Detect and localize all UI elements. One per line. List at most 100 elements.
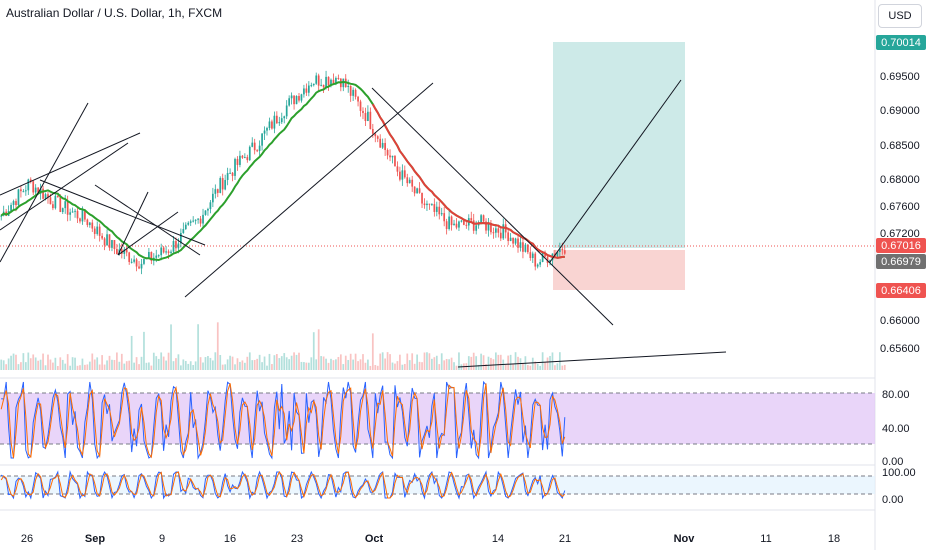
volume-bar	[298, 352, 300, 370]
trend-line[interactable]	[0, 132, 141, 196]
candle-body	[389, 155, 391, 158]
candle-body	[283, 116, 286, 119]
candle-body	[189, 221, 192, 223]
candle-body	[310, 85, 313, 87]
candle-body	[453, 223, 455, 226]
volume-bar	[79, 365, 81, 370]
volume-bar	[106, 360, 108, 370]
candle-body	[280, 118, 283, 123]
candle-body	[79, 218, 81, 222]
trend-lines[interactable]	[0, 79, 727, 368]
trend-line[interactable]	[184, 82, 434, 298]
trend-line[interactable]	[371, 87, 614, 326]
volume-bar	[74, 357, 76, 370]
candle-body	[44, 194, 47, 199]
target-zone[interactable]	[553, 42, 685, 248]
candle-body	[374, 133, 377, 137]
trend-line[interactable]	[94, 184, 201, 256]
candle-body	[539, 262, 542, 265]
candle-body	[502, 224, 505, 239]
volume-bar	[234, 364, 236, 370]
candle-body	[128, 252, 131, 262]
trend-line[interactable]	[117, 191, 149, 256]
candle-body	[394, 155, 396, 167]
volume-bar	[283, 353, 286, 370]
volume-bar	[226, 359, 229, 370]
volume-bar	[563, 364, 566, 370]
candle-body	[204, 210, 207, 215]
candle-body	[116, 248, 118, 254]
candle-body	[120, 249, 123, 254]
trend-line[interactable]	[0, 142, 129, 231]
volume-bar	[22, 353, 25, 370]
volume-bar	[413, 363, 416, 370]
candle-body	[438, 206, 441, 215]
volume-bar	[332, 360, 335, 370]
candle-body	[384, 142, 386, 150]
trend-line[interactable]	[117, 211, 179, 256]
candle-body	[536, 264, 539, 267]
volume-bar	[69, 365, 71, 370]
volume-bar	[295, 354, 298, 370]
projection-line[interactable]	[549, 79, 682, 263]
candle-body	[229, 172, 231, 174]
candle-body	[12, 201, 15, 205]
candle-body	[202, 214, 204, 224]
stop-loss-tag: 0.66406	[876, 283, 926, 298]
candle-body	[125, 249, 128, 253]
candle-body	[428, 203, 431, 205]
candle-body	[268, 121, 271, 129]
rsi-d-line	[0, 471, 566, 499]
candle-body	[423, 203, 426, 206]
volume-bar	[133, 362, 135, 370]
candle-body	[239, 155, 241, 165]
volume-bar	[130, 335, 133, 370]
trend-line[interactable]	[457, 351, 727, 368]
candle-body	[512, 237, 514, 244]
candle-body	[138, 266, 140, 269]
candle-body	[47, 194, 49, 198]
volume-bar	[47, 354, 49, 370]
currency-button[interactable]: USD	[878, 4, 922, 28]
volume-bar	[290, 355, 293, 370]
volume-bar	[374, 365, 377, 370]
volume-bar	[175, 358, 177, 370]
volume-bar	[394, 363, 396, 370]
volume-bar	[536, 363, 539, 370]
volume-bar	[307, 362, 310, 370]
trend-line[interactable]	[39, 179, 206, 246]
volume-bar	[86, 364, 89, 370]
price-tick: 0.67600	[880, 201, 920, 213]
volume-bar	[10, 355, 12, 370]
volume-bar	[263, 356, 266, 370]
candle-body	[177, 243, 180, 249]
candle-body	[234, 158, 236, 176]
volume-bar	[2, 360, 5, 370]
price-axis[interactable]: 0.69500 0.69000 0.68500 0.68000 0.67600 …	[880, 71, 920, 355]
volume-bar	[364, 362, 367, 370]
candle-body	[352, 89, 354, 96]
time-axis[interactable]: 26 Sep 9 16 23 Oct 14 21 Nov 11 18	[21, 533, 840, 545]
candle-body	[330, 79, 332, 86]
volume-bar	[448, 359, 450, 370]
candle-body	[15, 201, 17, 206]
trend-line[interactable]	[0, 102, 89, 263]
candle-body	[258, 145, 261, 151]
candle-body	[69, 212, 71, 215]
candle-body	[199, 218, 202, 224]
volume-bar	[42, 353, 44, 370]
candle-body	[526, 244, 529, 253]
candle-body	[261, 133, 263, 146]
volume-bar	[71, 357, 74, 370]
candle-body	[130, 261, 133, 263]
candle-body	[37, 187, 40, 194]
candle-body	[396, 166, 399, 172]
volume-bar	[180, 365, 182, 370]
stop-zone[interactable]	[553, 250, 685, 290]
volume-bar	[403, 363, 406, 370]
volume-bar	[467, 356, 470, 370]
candle-body	[290, 95, 293, 99]
volume-bar	[312, 332, 315, 370]
candle-body	[175, 241, 177, 249]
